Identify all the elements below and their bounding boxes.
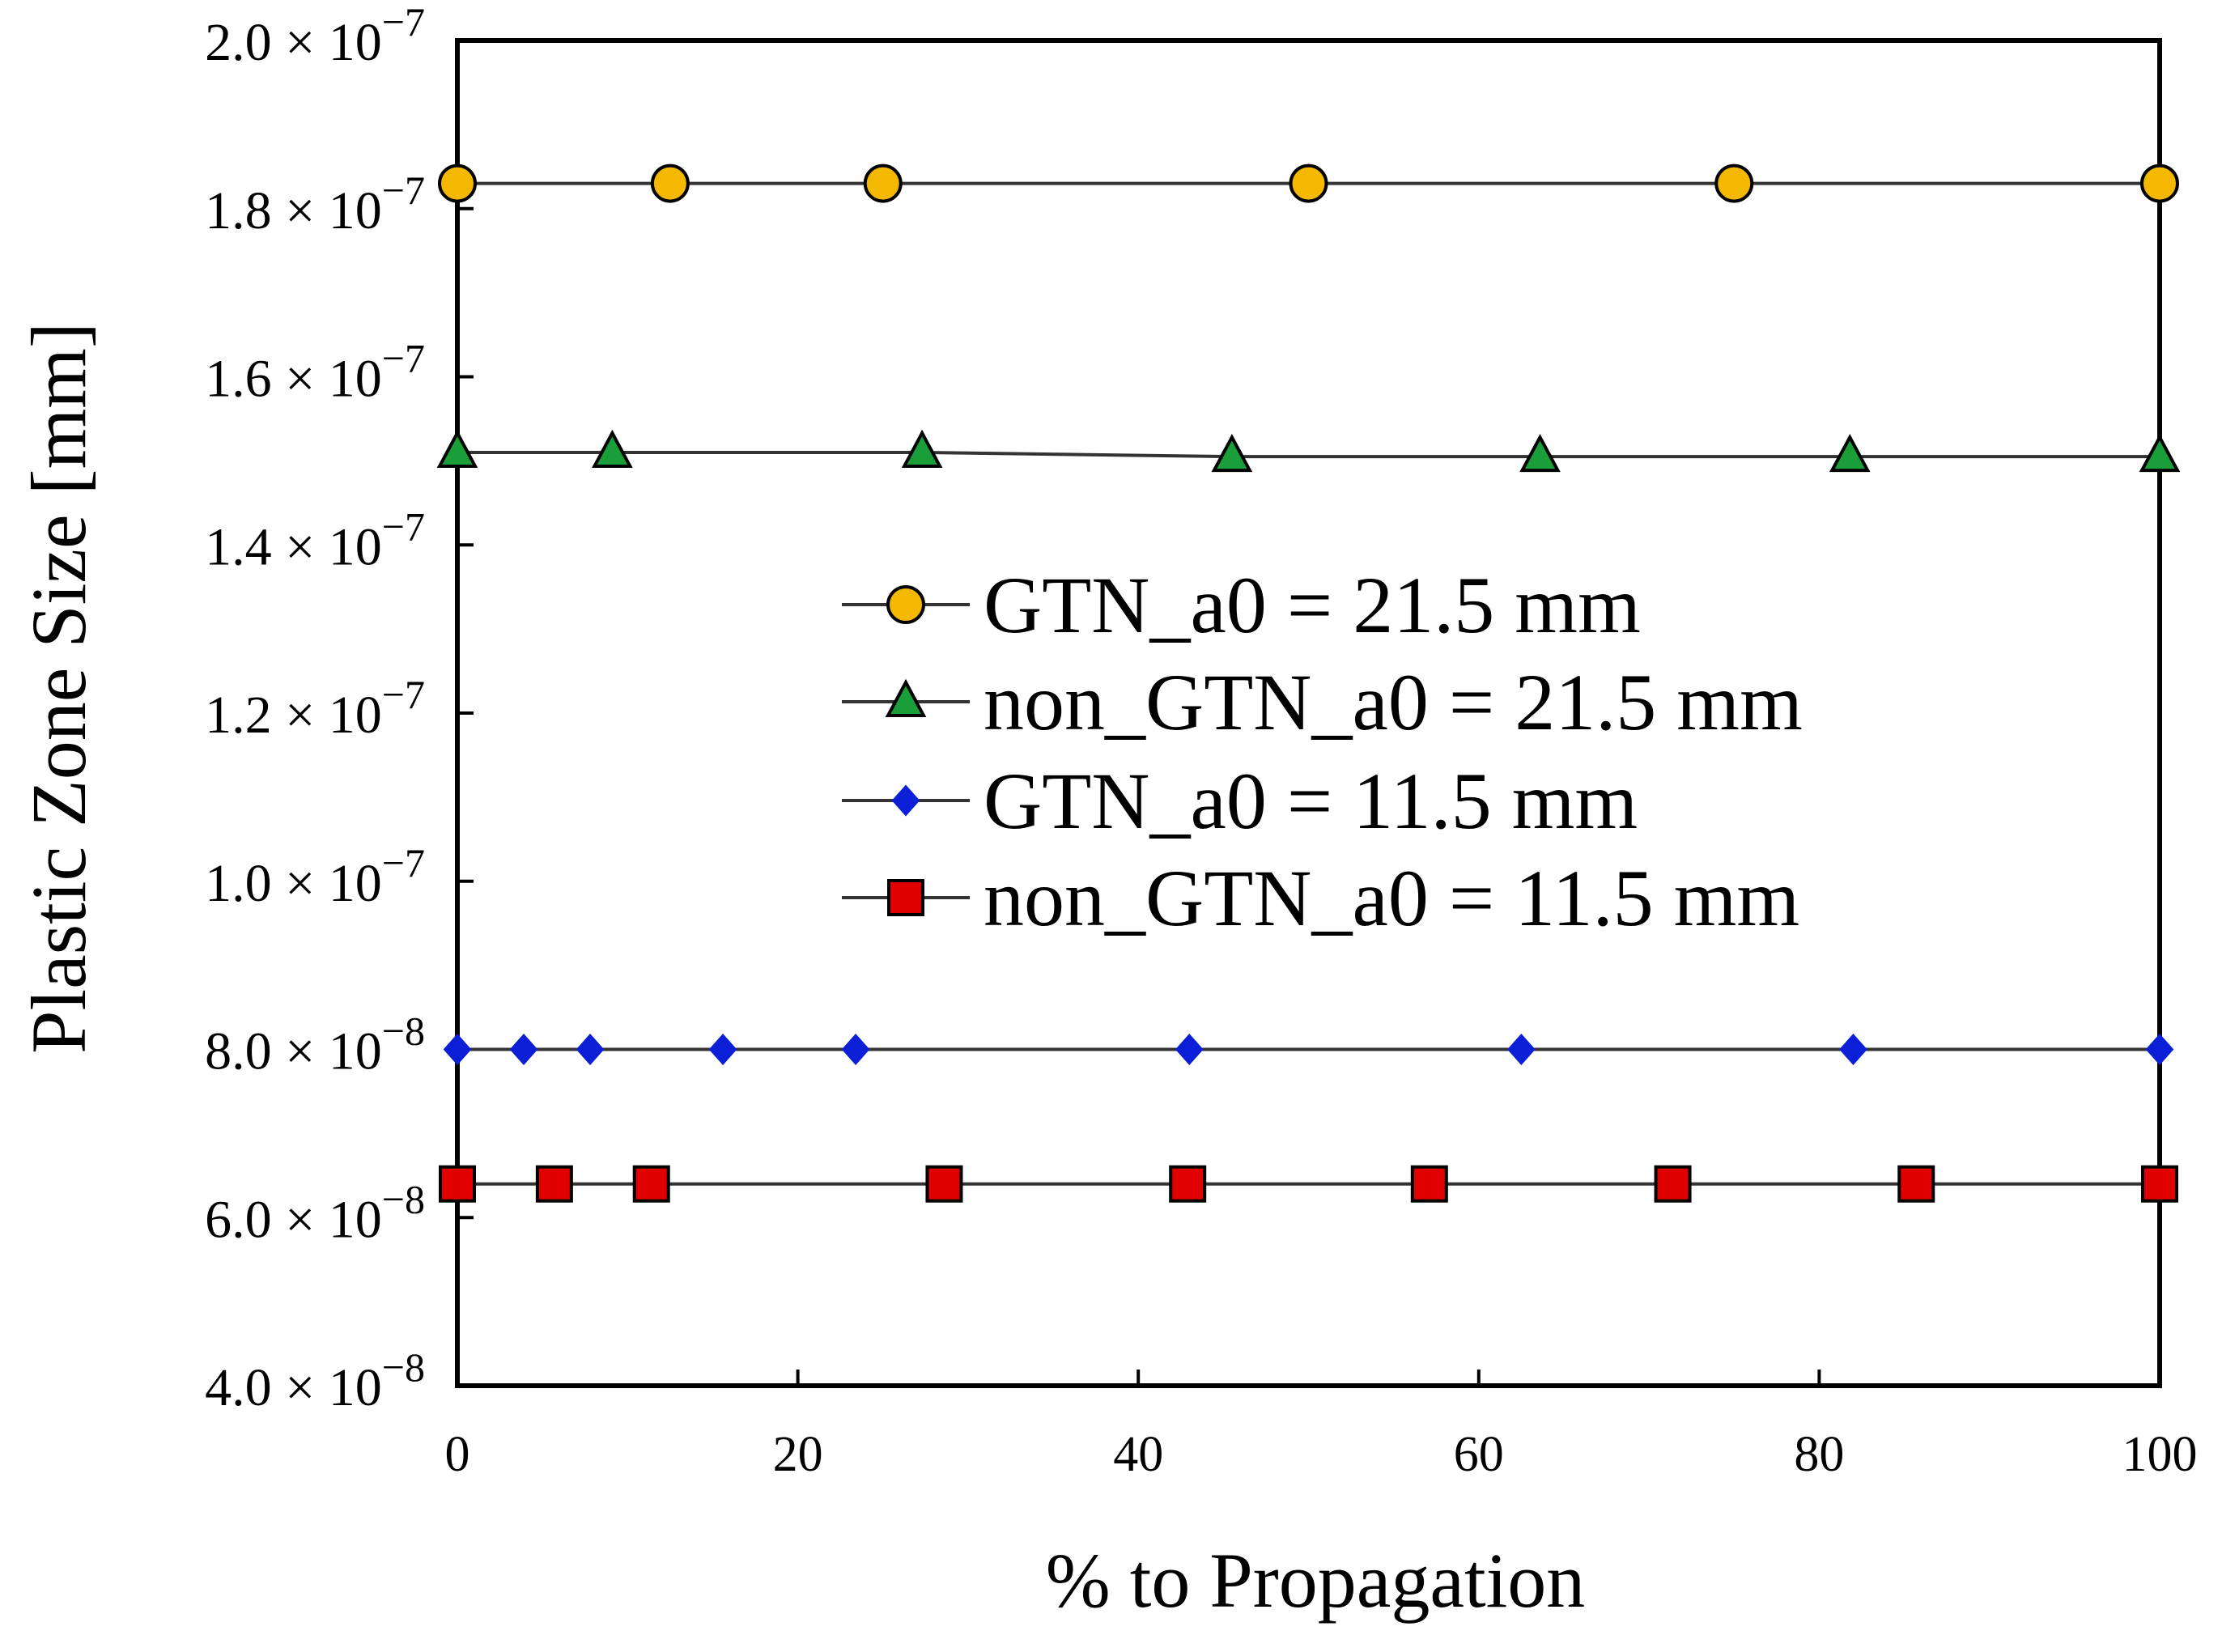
data-point-square bbox=[632, 1165, 670, 1203]
x-tick-label: 100 bbox=[2122, 1427, 2198, 1482]
data-point-triangle bbox=[592, 429, 633, 468]
data-point-diamond bbox=[2145, 1033, 2174, 1066]
y-tick-label: 1.8 × 10−7 bbox=[205, 168, 425, 240]
series-layer bbox=[436, 164, 2181, 1203]
y-tick-mantissa: 1.0 × 10 bbox=[205, 854, 382, 913]
data-point-diamond bbox=[1839, 1033, 1867, 1066]
y-tick-mantissa: 4.0 × 10 bbox=[205, 1358, 382, 1417]
legend-label: non_GTN_a0 = 11.5 mm bbox=[984, 853, 1799, 943]
legend-marker-diamond bbox=[891, 784, 920, 817]
y-tick-label: 1.4 × 10−7 bbox=[205, 503, 425, 576]
series-2 bbox=[436, 429, 2181, 473]
y-tick-mantissa: 1.8 × 10 bbox=[205, 181, 382, 240]
series-3 bbox=[443, 1033, 2174, 1066]
y-tick-mantissa: 8.0 × 10 bbox=[205, 1022, 382, 1081]
data-point-circle bbox=[863, 164, 903, 203]
data-point-triangle bbox=[1829, 433, 1871, 473]
axes-layer: 4.0 × 10−86.0 × 10−88.0 × 10−81.0 × 10−7… bbox=[205, 0, 2197, 1482]
data-point-circle bbox=[1289, 164, 1328, 203]
y-tick-exponent: −7 bbox=[382, 840, 425, 885]
series-1 bbox=[438, 164, 2179, 203]
y-tick-exponent: −8 bbox=[382, 1009, 425, 1054]
legend-entry: non_GTN_a0 = 21.5 mm bbox=[842, 657, 1803, 747]
axis-titles: % to Propagation Plastic Zone Size [mm] bbox=[15, 322, 1585, 1624]
data-point-diamond bbox=[443, 1033, 472, 1066]
data-point-triangle bbox=[436, 429, 478, 468]
legend-marker-circle bbox=[886, 585, 925, 624]
x-tick-label: 20 bbox=[773, 1427, 823, 1482]
y-tick-exponent: −8 bbox=[382, 1344, 425, 1390]
y-tick-exponent: −7 bbox=[382, 336, 425, 381]
legend-marker-triangle bbox=[885, 678, 927, 717]
legend-marker-square bbox=[887, 879, 924, 916]
data-point-diamond bbox=[509, 1033, 538, 1066]
y-tick-exponent: −7 bbox=[382, 672, 425, 717]
series-line bbox=[457, 450, 2160, 459]
y-tick-mantissa: 6.0 × 10 bbox=[205, 1190, 382, 1249]
y-tick-mantissa: 1.6 × 10 bbox=[205, 350, 382, 409]
y-tick-label: 4.0 × 10−8 bbox=[205, 1344, 425, 1417]
data-point-square bbox=[2141, 1165, 2178, 1203]
data-point-circle bbox=[650, 164, 690, 203]
legend-label: GTN_a0 = 21.5 mm bbox=[984, 560, 1641, 650]
data-point-circle bbox=[1714, 164, 1754, 203]
y-tick-label: 1.0 × 10−7 bbox=[205, 840, 425, 913]
data-point-square bbox=[1410, 1165, 1448, 1203]
legend-entry: non_GTN_a0 = 11.5 mm bbox=[842, 853, 1799, 943]
x-tick-label: 0 bbox=[445, 1427, 470, 1482]
y-tick-label: 8.0 × 10−8 bbox=[205, 1009, 425, 1081]
data-point-square bbox=[925, 1165, 963, 1203]
y-tick-label: 2.0 × 10−7 bbox=[205, 0, 425, 72]
y-tick-exponent: −7 bbox=[382, 168, 425, 213]
y-tick-label: 1.6 × 10−7 bbox=[205, 336, 425, 409]
data-point-triangle bbox=[1519, 433, 1561, 473]
data-point-diamond bbox=[1175, 1033, 1204, 1066]
x-tick-label: 80 bbox=[1794, 1427, 1844, 1482]
data-point-square bbox=[1654, 1165, 1692, 1203]
y-tick-exponent: −7 bbox=[382, 503, 425, 549]
data-point-circle bbox=[2140, 164, 2179, 203]
data-point-triangle bbox=[1211, 433, 1253, 473]
y-tick-exponent: −7 bbox=[382, 0, 425, 45]
data-point-diamond bbox=[841, 1033, 870, 1066]
data-point-square bbox=[1897, 1165, 1935, 1203]
y-tick-label: 6.0 × 10−8 bbox=[205, 1176, 425, 1249]
data-point-diamond bbox=[1507, 1033, 1536, 1066]
legend-label: GTN_a0 = 11.5 mm bbox=[984, 756, 1638, 846]
data-point-triangle bbox=[901, 429, 943, 468]
x-tick-label: 60 bbox=[1454, 1427, 1504, 1482]
data-point-diamond bbox=[576, 1033, 605, 1066]
series-4 bbox=[439, 1165, 2178, 1203]
y-axis-title: Plastic Zone Size [mm] bbox=[15, 322, 102, 1054]
y-tick-exponent: −8 bbox=[382, 1176, 425, 1221]
legend-entry: GTN_a0 = 21.5 mm bbox=[842, 560, 1641, 650]
data-point-square bbox=[439, 1165, 476, 1203]
y-tick-mantissa: 1.2 × 10 bbox=[205, 686, 382, 745]
x-axis-title: % to Propagation bbox=[1046, 1537, 1586, 1624]
data-point-circle bbox=[438, 164, 477, 203]
data-point-square bbox=[535, 1165, 573, 1203]
data-point-diamond bbox=[708, 1033, 737, 1066]
legend-label: non_GTN_a0 = 21.5 mm bbox=[984, 657, 1803, 747]
y-tick-mantissa: 2.0 × 10 bbox=[205, 13, 382, 72]
data-point-square bbox=[1169, 1165, 1207, 1203]
y-tick-label: 1.2 × 10−7 bbox=[205, 672, 425, 745]
y-tick-mantissa: 1.4 × 10 bbox=[205, 517, 382, 576]
legend-entry: GTN_a0 = 11.5 mm bbox=[842, 756, 1638, 846]
x-tick-label: 40 bbox=[1113, 1427, 1163, 1482]
data-point-triangle bbox=[2139, 433, 2181, 473]
